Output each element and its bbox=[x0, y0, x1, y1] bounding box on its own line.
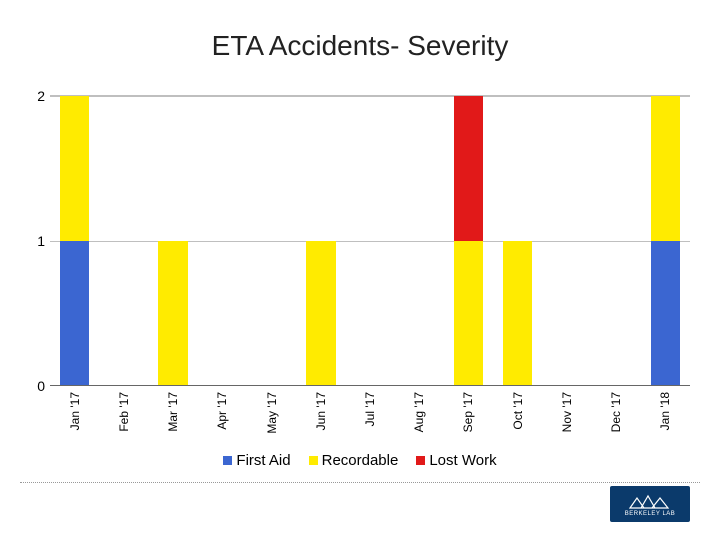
x-tick-label: Apr '17 bbox=[198, 392, 247, 452]
legend-label: First Aid bbox=[236, 452, 290, 469]
footer-divider bbox=[20, 482, 700, 483]
bar-slot bbox=[345, 96, 394, 386]
x-axis-line bbox=[50, 385, 690, 386]
x-tick-label: Sep '17 bbox=[444, 392, 493, 452]
chart-plot-area: 012 bbox=[50, 95, 690, 386]
bar-segment-lost_work bbox=[454, 96, 484, 241]
bar-slot bbox=[198, 96, 247, 386]
bar-slot bbox=[99, 96, 148, 386]
slide: ETA Accidents- Severity 012 Jan '17Feb '… bbox=[0, 0, 720, 540]
legend-item: Recordable bbox=[309, 452, 399, 469]
x-tick-label: Mar '17 bbox=[148, 392, 197, 452]
legend-label: Lost Work bbox=[429, 452, 496, 469]
bar-slot bbox=[444, 96, 493, 386]
bar-slot bbox=[50, 96, 99, 386]
x-tick-label: Nov '17 bbox=[542, 392, 591, 452]
legend-swatch bbox=[309, 456, 318, 465]
x-tick-label: Jun '17 bbox=[296, 392, 345, 452]
chart-title: ETA Accidents- Severity bbox=[0, 30, 720, 62]
bar-segment-recordable bbox=[60, 96, 90, 241]
x-tick-label: Jan '18 bbox=[641, 392, 690, 452]
bar-slot bbox=[395, 96, 444, 386]
x-tick-label: May '17 bbox=[247, 392, 296, 452]
legend-swatch bbox=[223, 456, 232, 465]
legend: First Aid Recordable Lost Work bbox=[0, 452, 720, 469]
legend-item: Lost Work bbox=[416, 452, 496, 469]
bar-segment-recordable bbox=[158, 241, 188, 386]
bar-slot bbox=[542, 96, 591, 386]
bar-slot bbox=[641, 96, 690, 386]
bar-segment-recordable bbox=[306, 241, 336, 386]
x-tick-label: Feb '17 bbox=[99, 392, 148, 452]
legend-label: Recordable bbox=[322, 452, 399, 469]
bar-segment-first_aid bbox=[60, 241, 90, 386]
logo-text: BERKELEY LAB bbox=[625, 511, 676, 517]
bar-group bbox=[50, 96, 690, 386]
x-tick-label: Oct '17 bbox=[493, 392, 542, 452]
y-tick-label: 0 bbox=[25, 378, 45, 394]
bar-segment-recordable bbox=[454, 241, 484, 386]
y-tick-label: 2 bbox=[25, 88, 45, 104]
legend-swatch bbox=[416, 456, 425, 465]
bar-slot bbox=[493, 96, 542, 386]
bar-slot bbox=[247, 96, 296, 386]
bar-slot bbox=[592, 96, 641, 386]
x-tick-label: Aug '17 bbox=[395, 392, 444, 452]
bar-segment-first_aid bbox=[651, 241, 681, 386]
x-tick-label: Dec '17 bbox=[592, 392, 641, 452]
bar-segment-recordable bbox=[651, 96, 681, 241]
x-axis-labels: Jan '17Feb '17Mar '17Apr '17May '17Jun '… bbox=[50, 392, 690, 452]
y-tick-label: 1 bbox=[25, 233, 45, 249]
bar-slot bbox=[296, 96, 345, 386]
x-tick-label: Jul '17 bbox=[345, 392, 394, 452]
legend-item: First Aid bbox=[223, 452, 290, 469]
berkeley-lab-logo: BERKELEY LAB bbox=[610, 486, 690, 522]
bar-segment-recordable bbox=[503, 241, 533, 386]
x-tick-label: Jan '17 bbox=[50, 392, 99, 452]
bar-slot bbox=[148, 96, 197, 386]
